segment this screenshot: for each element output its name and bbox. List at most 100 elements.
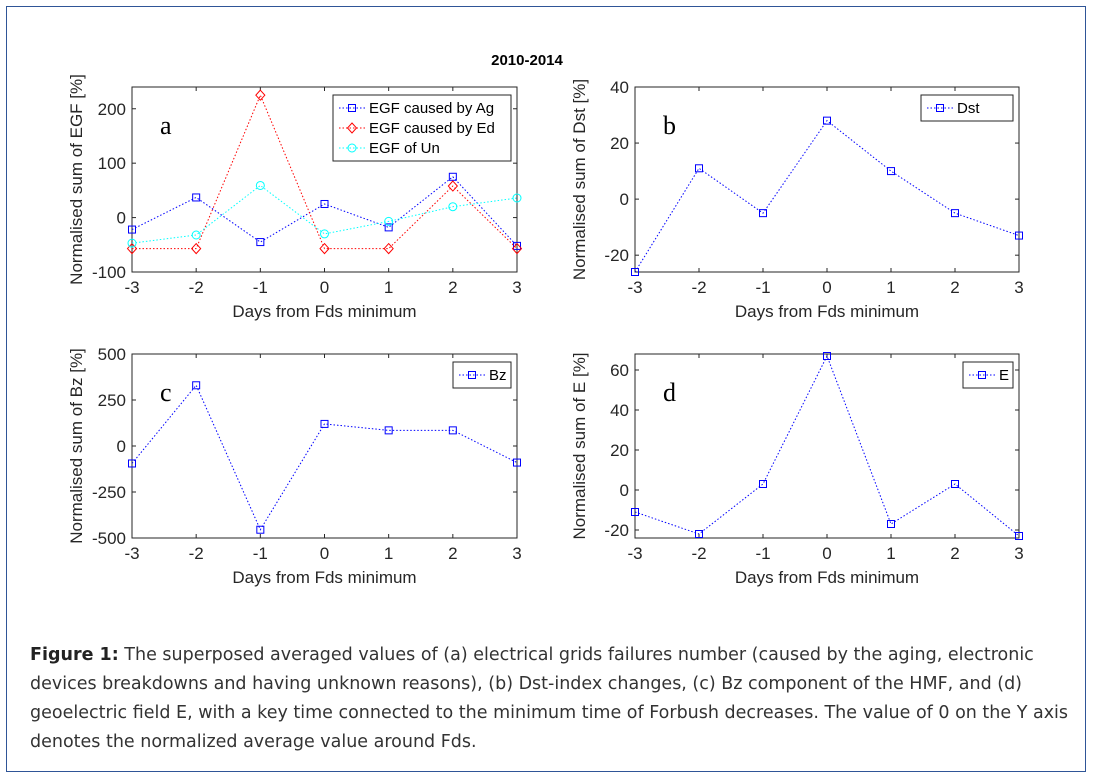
data-point [823,352,831,360]
data-point [448,426,457,435]
data-point [128,459,136,468]
data-point [320,419,329,428]
plot-area [634,353,1020,539]
data-point [256,525,265,534]
series-line [131,184,518,244]
data-point [192,381,201,390]
data-point [384,426,393,435]
data-point [384,216,394,226]
y-tick-label: 0 [620,481,629,500]
data-point [255,89,266,101]
data-point [951,209,959,218]
x-tick-label: -3 [627,278,642,297]
y-tick-label: 0 [620,190,629,209]
x-tick-label: 2 [448,544,457,563]
chart-panel-c: -3 -2 -1 0 1 2 3 -500 -250 0 250 500 Days from Fds m… [67,345,522,587]
y-tick-label: 40 [610,78,629,97]
legend-marker [347,143,357,153]
data-point [695,164,703,173]
data-point [256,238,265,247]
y-tick-label: 60 [610,361,629,380]
x-tick-label: 0 [320,544,329,563]
x-tick-label: 0 [822,278,831,297]
caption-text: The superposed averaged values of (a) el… [30,645,1069,752]
x-tick-label: -1 [253,544,268,563]
legend-label: E [999,367,1009,384]
legend: Dst [920,94,1014,122]
y-axis-label: Normalised sum of Dst [%] [570,79,589,280]
x-tick-label: 3 [1014,544,1023,563]
data-point [383,242,394,255]
data-point [255,180,265,190]
y-tick-label: 0 [117,209,126,228]
x-tick-label: -1 [755,544,770,563]
data-point [887,520,895,528]
caption-label: Figure 1: [30,645,119,665]
y-tick-label: 20 [610,441,629,460]
x-axis-label: Days from Fds minimum [232,568,416,587]
data-point [1015,532,1023,540]
legend-marker [978,371,986,379]
x-tick-label: -2 [189,278,204,297]
data-point [631,508,639,516]
legend-label: Bz [489,367,507,384]
x-tick-label: 0 [822,544,831,563]
x-tick-label: -2 [691,544,706,563]
x-tick-label: 1 [886,544,895,563]
figure-caption: Figure 1: The superposed averaged values… [30,641,1080,757]
y-axis-label: Normalised sum of E [%] [570,352,589,539]
x-tick-label: 2 [950,544,959,563]
data-point [447,180,459,192]
legend-label: EGF caused by Ag [369,100,494,117]
x-axis-label: Days from Fds minimum [232,302,416,321]
x-tick-label: -1 [755,278,770,297]
x-tick-label: -3 [124,278,139,297]
y-tick-label: 0 [117,437,126,456]
series-line [634,119,1020,273]
data-point [448,202,458,212]
y-tick-label: 500 [98,345,126,364]
legend-marker [936,104,944,112]
x-tick-label: 0 [320,278,329,297]
x-tick-label: -3 [627,544,642,563]
y-axis-label: Normalised sum of Bz [%] [67,348,86,544]
data-point [513,241,521,250]
x-tick-label: 3 [512,278,521,297]
x-tick-label: 3 [512,544,521,563]
y-axis-label: Normalised sum of EGF [%] [67,74,86,285]
legend-label: Dst [957,100,980,117]
x-axis-label: Days from Fds minimum [735,302,919,321]
data-point [951,480,959,488]
chart-panel-a: -3 -2 -1 0 1 2 3 -100 0 100 200 Days from Fds minim… [67,74,523,321]
data-point [320,199,329,208]
legend-marker [348,104,356,112]
x-tick-label: -3 [124,544,139,563]
data-point [759,209,767,218]
y-tick-label: 250 [98,391,126,410]
data-point [759,480,767,488]
x-tick-label: 1 [384,544,393,563]
legend-label: EGF caused by Ed [369,120,495,137]
legend: E [962,361,1014,389]
data-point [127,238,137,248]
y-tick-label: -20 [604,521,629,540]
y-tick-label: 20 [610,134,629,153]
data-point [695,530,703,538]
x-axis-label: Days from Fds minimum [735,568,919,587]
y-tick-label: -250 [92,483,126,502]
data-point [191,230,201,240]
data-point [511,242,523,255]
data-point [631,268,639,276]
legend: EGF caused by Ag EGF caused by Ed EGF of U… [332,94,512,162]
y-tick-label: 40 [610,401,629,420]
y-tick-label: -100 [92,263,126,282]
data-point [384,223,393,232]
data-point [319,242,330,255]
data-point [512,193,522,203]
data-point [823,116,831,125]
panel-letter: b [663,111,676,140]
data-point [190,242,202,255]
y-tick-label: 100 [98,154,126,173]
legend-box [332,94,512,162]
